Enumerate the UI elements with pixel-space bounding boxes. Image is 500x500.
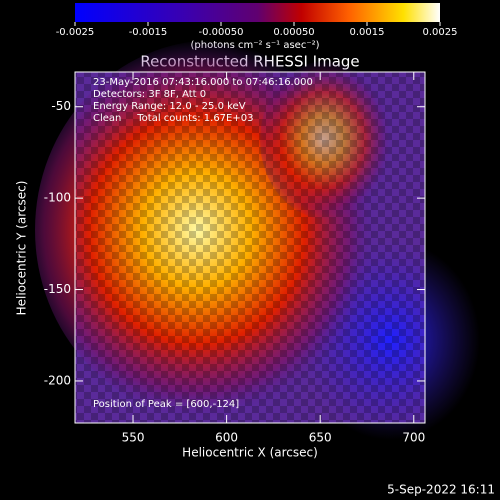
x-tick-label: 600 [215, 431, 238, 445]
colorbar-tick-label: 0.0025 [423, 27, 458, 38]
y-tick-label: -100 [44, 191, 71, 205]
colorbar-tick-label: -0.00050 [199, 27, 244, 38]
colorbar-tick-label: 0.00050 [273, 27, 314, 38]
plot-frame [74, 71, 426, 424]
image [35, 40, 480, 440]
x-tick-label: 700 [402, 431, 425, 445]
annotation: Detectors: 3F 8F, Att 0 [93, 89, 206, 100]
colorbar-tick-label: 0.0015 [350, 27, 385, 38]
annotation: Energy Range: 12.0 - 25.0 keV [93, 101, 246, 112]
x-tick-label: 550 [122, 431, 145, 445]
y-tick-label: -150 [44, 282, 71, 296]
annotation: Clean Total counts: 1.67E+03 [93, 113, 253, 124]
y-tick-label: -50 [51, 99, 71, 113]
x-tick-label: 650 [309, 431, 332, 445]
y-axis-label: Heliocentric Y (arcsec) [15, 181, 29, 316]
x-axis-label: Heliocentric X (arcsec) [182, 446, 318, 460]
colorbar [75, 3, 440, 22]
annotation: 23-May-2016 07:43:16.000 to 07:46:16.000 [93, 77, 313, 88]
y-tick-label: -200 [44, 373, 71, 387]
colorbar-tick-label: -0.0015 [129, 27, 168, 38]
footer: 5-Sep-2022 16:11 [387, 483, 495, 497]
peak-label: Position of Peak = [600,-124] [93, 399, 239, 410]
colorbar-tick-label: -0.0025 [56, 27, 95, 38]
